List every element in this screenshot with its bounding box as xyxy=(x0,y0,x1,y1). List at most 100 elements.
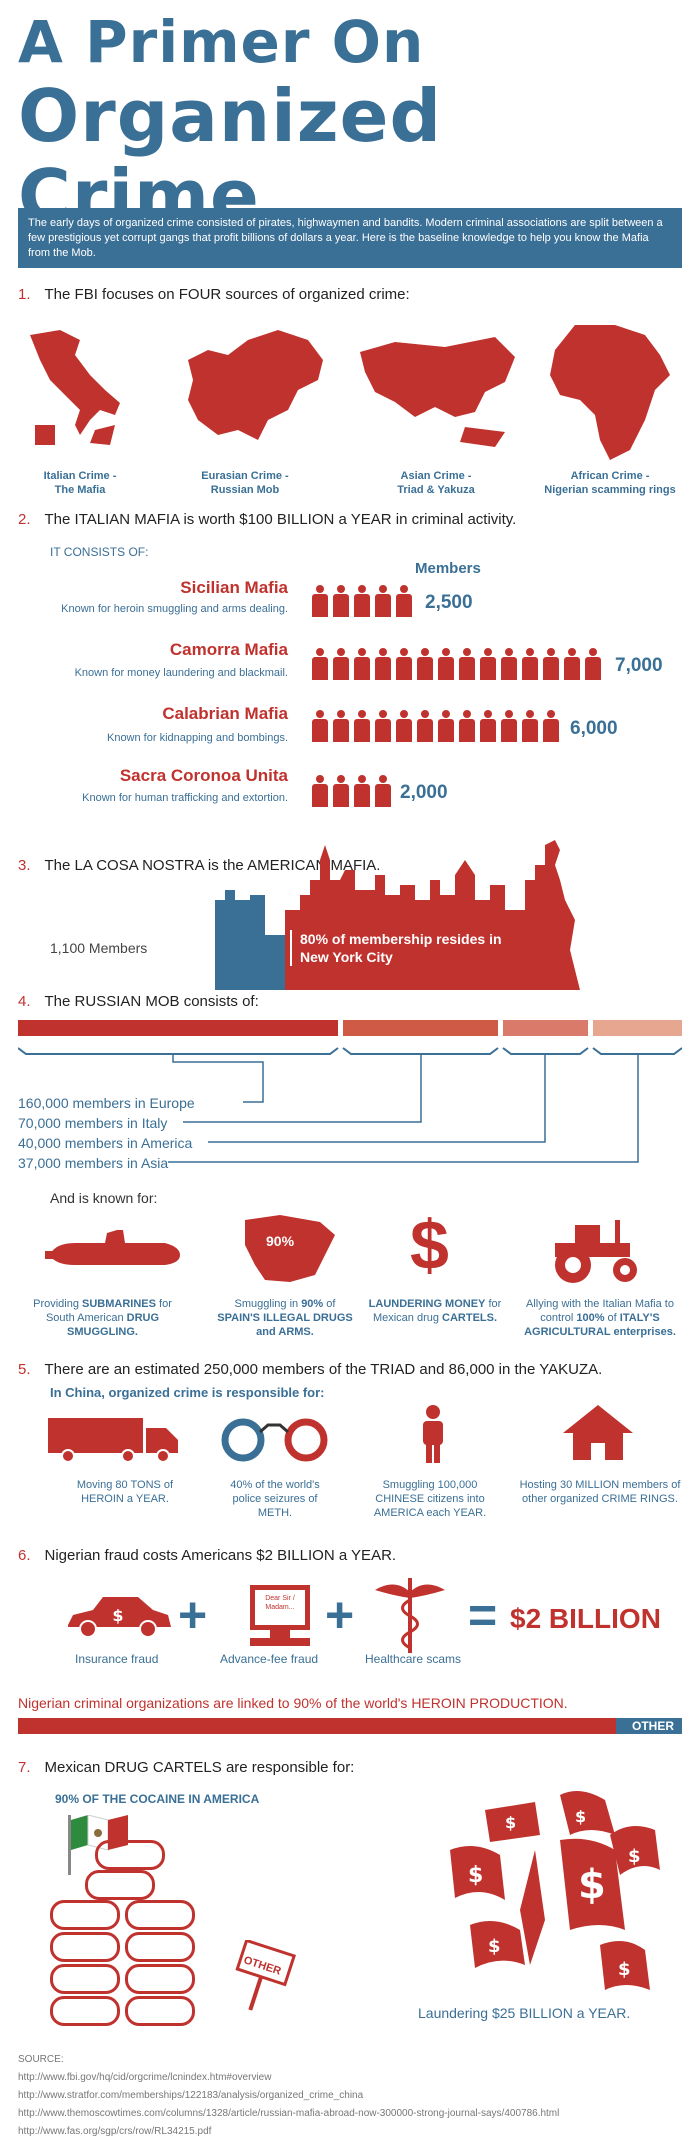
spain-badge: 90% xyxy=(266,1233,295,1249)
section-1-heading: 1. The FBI focuses on FOUR sources of org… xyxy=(18,286,410,303)
healthcare-label: Healthcare scams xyxy=(365,1652,462,1666)
mafia-name: Camorra Mafia xyxy=(169,640,288,659)
italy-map-icon xyxy=(30,330,120,445)
asia-map-icon xyxy=(360,337,515,447)
svg-text:$: $ xyxy=(505,1813,516,1832)
text-part: for Mexican drug xyxy=(372,1298,502,1324)
section-number: 3. xyxy=(18,857,31,874)
cocaine-link xyxy=(50,1900,120,1930)
section-text: The FBI focuses on FOUR sources of organ… xyxy=(44,286,410,303)
caption-line: Asian Crime - xyxy=(400,470,472,482)
cocaine-link xyxy=(95,1840,165,1870)
other-sign-icon xyxy=(235,1940,297,2011)
text-part: of xyxy=(323,1298,336,1310)
section-number: 1. xyxy=(18,286,31,303)
member-count: 7,000 xyxy=(615,655,663,676)
members-icons xyxy=(310,585,415,622)
person-icon xyxy=(394,585,414,617)
mafia-desc: Known for human trafficking and extortio… xyxy=(82,792,288,804)
person-icon xyxy=(423,1405,443,1463)
source-link[interactable]: http://www.themoscowtimes.com/columns/13… xyxy=(18,2108,560,2119)
russian-bar-europe xyxy=(18,1020,338,1036)
section-text: There are an estimated 250,000 members o… xyxy=(44,1361,603,1378)
source-link[interactable]: http://www.stratfor.com/memberships/1221… xyxy=(18,2090,364,2101)
person-icon xyxy=(436,710,456,742)
insurance-fraud-label: Insurance fraud xyxy=(75,1652,159,1666)
cocaine-link xyxy=(125,1900,195,1930)
text-part: CARTELS. xyxy=(442,1312,498,1324)
text-part: SPAIN'S ILLEGAL DRUGS and ARMS. xyxy=(217,1312,353,1338)
members-icons xyxy=(310,775,394,812)
known-for-label: And is known for: xyxy=(50,1190,158,1206)
heroin-bar-other: OTHER xyxy=(632,1719,674,1733)
caption-line: Eurasian Crime - xyxy=(201,470,289,482)
person-icon xyxy=(478,648,498,680)
person-icon xyxy=(499,648,519,680)
svg-text:$: $ xyxy=(618,1959,631,1980)
person-icon xyxy=(310,648,330,680)
section-2-heading: 2. The ITALIAN MAFIA is worth $100 BILLIO… xyxy=(18,511,516,528)
svg-text:$: $ xyxy=(628,1846,641,1867)
text-part: 90% xyxy=(301,1298,324,1310)
section-3-heading: 3. The LA COSA NOSTRA is the AMERICAN MAF… xyxy=(18,857,380,874)
map-caption-italy: Italian Crime - The Mafia xyxy=(10,469,150,497)
svg-text:$: $ xyxy=(578,1862,606,1908)
source-link[interactable]: http://www.fas.org/sgp/crs/row/RL34215.p… xyxy=(18,2126,212,2137)
person-icon xyxy=(331,648,351,680)
person-icon xyxy=(373,585,393,617)
money-bills-icon: $ $ $ $ $ $ $ xyxy=(450,1791,660,1990)
person-icon xyxy=(541,648,561,680)
russian-stat-europe: 160,000 members in Europe xyxy=(18,1095,195,1111)
cocaine-link xyxy=(50,1932,120,1962)
cosa-nostra-members: 1,100 Members xyxy=(50,940,148,956)
person-icon xyxy=(541,710,561,742)
section-text: Nigerian fraud costs Americans $2 BILLIO… xyxy=(44,1547,397,1564)
person-icon xyxy=(373,775,393,807)
china-smuggling: Smuggling 100,000 CHINESE citizens into … xyxy=(373,1479,487,1519)
person-icon xyxy=(457,710,477,742)
member-count: 6,000 xyxy=(570,718,618,739)
spain-map-icon xyxy=(245,1215,335,1282)
russian-stat-asia: 37,000 members in Asia xyxy=(18,1155,169,1171)
mafia-name: Sacra Coronoa Unita xyxy=(119,766,288,785)
source-link[interactable]: http://www.fbi.gov/hq/cid/orgcrime/lcnin… xyxy=(18,2072,272,2083)
text-part: 100% xyxy=(576,1312,605,1324)
map-caption-africa: African Crime - Nigerian scamming rings xyxy=(530,469,690,497)
member-count: 2,000 xyxy=(400,782,448,803)
house-icon xyxy=(563,1405,633,1460)
section-number: 7. xyxy=(18,1759,31,1776)
africa-map-icon xyxy=(550,325,670,460)
russian-stat-italy: 70,000 members in Italy xyxy=(18,1115,168,1131)
map-caption-russia: Eurasian Crime - Russian Mob xyxy=(175,469,315,497)
person-icon xyxy=(331,585,351,617)
caption-line: Russian Mob xyxy=(210,484,280,496)
svg-text:$: $ xyxy=(488,1936,501,1957)
russian-bar-asia xyxy=(593,1020,682,1036)
person-icon xyxy=(373,648,393,680)
person-icon xyxy=(415,648,435,680)
dollar-icon: $ xyxy=(410,1206,449,1284)
caption-line: Triad & Yakuza xyxy=(397,484,475,496)
member-count: 2,500 xyxy=(425,592,473,613)
tractor-icon xyxy=(555,1220,637,1283)
russian-bar-italy xyxy=(343,1020,498,1036)
nigerian-total: $2 BILLION xyxy=(510,1603,661,1634)
mafia-desc: Known for money laundering and blackmail… xyxy=(74,667,288,679)
person-icon xyxy=(583,648,603,680)
person-icon xyxy=(352,585,372,617)
members-header: Members xyxy=(415,560,481,577)
advance-fee-label: Advance-fee fraud xyxy=(220,1652,319,1666)
cocaine-link xyxy=(85,1870,155,1900)
heroin-bar-fill xyxy=(18,1718,616,1734)
caption-line: African Crime - xyxy=(570,470,650,482)
plus-icon: + xyxy=(325,1587,355,1643)
china-heroin: Moving 80 TONS of HEROIN a YEAR. xyxy=(76,1479,174,1505)
mafia-name: Calabrian Mafia xyxy=(162,704,288,723)
equals-icon: = xyxy=(468,1587,498,1643)
section-4-heading: 4. The RUSSIAN MOB consists of: xyxy=(18,993,259,1010)
person-icon xyxy=(436,648,456,680)
caption-line: Nigerian scamming rings xyxy=(544,484,676,496)
handcuffs-icon xyxy=(221,1418,328,1462)
cocaine-label: 90% OF THE COCAINE IN AMERICA xyxy=(55,1792,260,1806)
cocaine-link xyxy=(50,1964,120,1994)
